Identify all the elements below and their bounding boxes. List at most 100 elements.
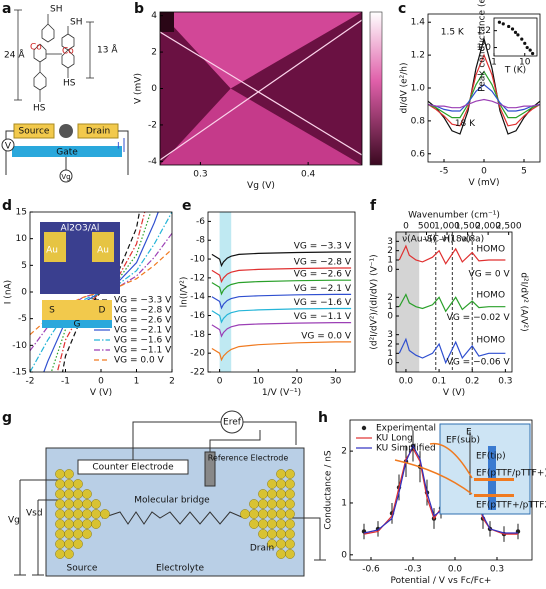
y-tick-label: -14 bbox=[190, 292, 205, 302]
heatmap-corner bbox=[160, 12, 174, 32]
dimension-label: 24 Å bbox=[4, 49, 25, 61]
gold-atom bbox=[64, 469, 74, 479]
y-tick-label: 1.4 bbox=[411, 18, 426, 28]
gold-atom bbox=[73, 539, 83, 549]
panel-g bbox=[14, 410, 326, 577]
y-tick-label: 1 bbox=[387, 349, 393, 359]
gold-atom bbox=[64, 529, 74, 539]
inset-label: EF(tip) bbox=[476, 452, 506, 462]
line bbox=[398, 337, 506, 365]
series-label: VG = −2.8 V bbox=[294, 258, 352, 268]
gold-atom bbox=[64, 539, 74, 549]
plot-content bbox=[211, 212, 352, 372]
gold-atom bbox=[55, 519, 65, 529]
gold-atom bbox=[64, 549, 74, 559]
inset-label: Au bbox=[46, 246, 58, 256]
inset-label: S bbox=[49, 306, 55, 316]
line bbox=[428, 98, 540, 109]
gold-atom bbox=[73, 499, 83, 509]
gold-atom bbox=[82, 519, 92, 529]
gold-atom bbox=[258, 529, 268, 539]
y-tick-label: -18 bbox=[190, 330, 205, 340]
inset-label: EF(sub) bbox=[446, 436, 480, 446]
gold-atom bbox=[82, 489, 92, 499]
y-tick-label: -12 bbox=[190, 273, 205, 283]
gold-atom bbox=[100, 509, 110, 519]
x-axis-label: V (V) bbox=[443, 388, 465, 398]
gold-atom bbox=[276, 509, 286, 519]
x-tick-label: 0 bbox=[98, 377, 104, 387]
legend-label: VG = −1.6 V bbox=[114, 336, 172, 346]
y-tick-label: -4 bbox=[148, 157, 157, 167]
y-tick-label: -6 bbox=[196, 217, 205, 227]
plot-content bbox=[428, 36, 540, 135]
series-label: VG = −2.6 V bbox=[294, 270, 352, 280]
gold-atom bbox=[82, 499, 92, 509]
voltage-label: Vg bbox=[8, 516, 20, 526]
y-tick-label: 0 bbox=[387, 312, 393, 322]
plot-frame bbox=[493, 17, 538, 57]
gold-atom bbox=[55, 529, 65, 539]
electrode-label: Counter Electrode bbox=[92, 463, 174, 473]
voltage-label: Vsd bbox=[26, 509, 43, 519]
gold-atom bbox=[267, 479, 277, 489]
x-tick-label: 5 bbox=[521, 167, 527, 177]
plot-content bbox=[497, 20, 535, 56]
y-tick-label: 0 bbox=[341, 550, 347, 560]
device-electrode bbox=[92, 232, 114, 262]
colorbar bbox=[369, 11, 383, 166]
gold-atom bbox=[267, 489, 277, 499]
plot-frame bbox=[395, 231, 513, 373]
gold-atom bbox=[249, 519, 259, 529]
panel-label: c bbox=[398, 1, 406, 17]
gold-atom bbox=[64, 479, 74, 489]
y-tick-label: 2 bbox=[387, 246, 393, 256]
x2-tick-label: 1,000 bbox=[434, 222, 460, 232]
line bbox=[211, 279, 352, 296]
x-axis-label: Potential / V vs Fc/Fc+ bbox=[391, 576, 492, 586]
gold-atom bbox=[55, 499, 65, 509]
inset-label: E bbox=[466, 428, 472, 438]
point bbox=[516, 33, 520, 37]
gold-atom bbox=[55, 539, 65, 549]
gold-atom bbox=[276, 549, 286, 559]
y-tick-label: -10 bbox=[12, 341, 27, 351]
arrow bbox=[394, 442, 473, 495]
gold-atom bbox=[276, 479, 286, 489]
gold-atom bbox=[82, 529, 92, 539]
x2-tick-label: 2,500 bbox=[496, 222, 522, 232]
y-tick-label: 10 bbox=[16, 234, 28, 244]
series-label: VG = −1.6 V bbox=[294, 298, 352, 308]
x2-axis-label: Wavenumber (cm⁻¹) bbox=[408, 211, 500, 221]
y-tick-label: 1 bbox=[387, 302, 393, 312]
annotation: HOMO bbox=[476, 291, 505, 301]
y-tick-label: 15 bbox=[16, 208, 27, 218]
x-tick-label: 0.3 bbox=[490, 565, 504, 575]
x-tick-label: 10 bbox=[519, 58, 531, 68]
gold-atom bbox=[285, 499, 295, 509]
y-tick-label: -16 bbox=[190, 311, 205, 321]
bridge-label: Molecular bridge bbox=[134, 496, 210, 506]
y-axis-label: ln(I/V²) bbox=[180, 277, 190, 308]
y-tick-label: 1.0 bbox=[411, 84, 426, 94]
y-tick-label: 1 bbox=[341, 498, 347, 508]
line bbox=[211, 341, 352, 362]
point bbox=[513, 30, 518, 34]
x-tick-label: 0.0 bbox=[448, 565, 463, 575]
shaded-span bbox=[396, 232, 420, 372]
y-tick-label: -20 bbox=[190, 349, 205, 359]
gold-atom bbox=[276, 469, 286, 479]
inset-label: Al2O3/Al bbox=[61, 224, 100, 234]
x2-tick-label: 2,000 bbox=[475, 222, 501, 232]
annotation: VG = −0.02 V bbox=[447, 313, 511, 323]
gold-atom bbox=[82, 509, 92, 519]
electrode-label: Reference Electrode bbox=[208, 454, 289, 463]
line bbox=[211, 322, 352, 338]
current-label: I bbox=[117, 142, 120, 152]
x-tick-label: -0.6 bbox=[362, 565, 380, 575]
x-tick-label: -2 bbox=[26, 377, 35, 387]
y-tick-label: 5 bbox=[21, 261, 27, 271]
x-axis-label: V (V) bbox=[90, 388, 112, 398]
gold-atom bbox=[91, 499, 101, 509]
